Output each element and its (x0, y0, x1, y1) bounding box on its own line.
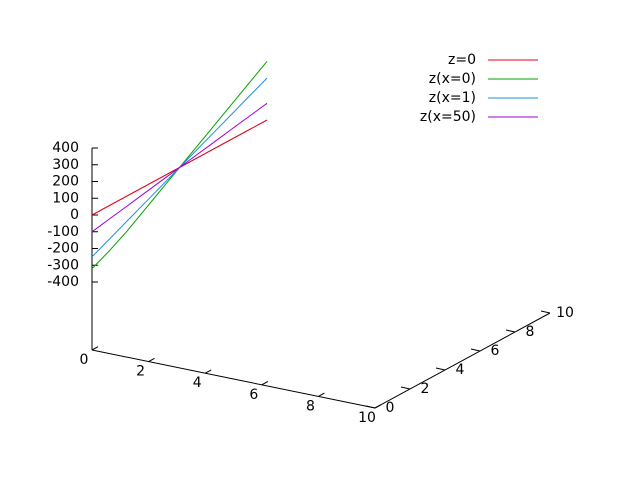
y-tick (400, 386, 411, 390)
x-tick-label: 6 (249, 387, 258, 403)
z-tick-label: 200 (52, 174, 79, 190)
z-tick-label: -100 (47, 224, 79, 240)
z-tick-label: -400 (47, 274, 79, 290)
z-tick-label: 100 (52, 190, 79, 206)
series-line (91, 102, 268, 233)
y-tick-label: 4 (456, 362, 465, 378)
y-tick (470, 348, 481, 352)
y-tick-label: 8 (526, 324, 535, 340)
x-tick-label: 10 (358, 410, 376, 426)
z-tick-label: -300 (47, 257, 79, 273)
z-tick-label: 400 (52, 140, 79, 156)
legend-label: z=0 (448, 52, 476, 68)
x-tick (374, 404, 382, 409)
y-tick-label: 10 (556, 305, 574, 321)
y-axis (374, 312, 551, 409)
x-tick-label: 8 (306, 398, 315, 414)
x-tick-label: 2 (136, 364, 145, 380)
y-tick-label: 0 (386, 400, 395, 416)
x-axis (91, 349, 376, 409)
x-tick (261, 381, 269, 386)
x-tick (318, 392, 325, 397)
x-tick (91, 346, 99, 351)
y-tick-label: 6 (491, 343, 500, 359)
y-tick (435, 367, 446, 371)
series-line (91, 61, 268, 269)
y-tick (365, 405, 376, 409)
x-tick-label: 4 (193, 375, 202, 391)
legend-label: z(x=50) (420, 109, 476, 125)
z-tick-label: 0 (70, 207, 79, 223)
x-tick (204, 369, 212, 374)
legend-label: z(x=1) (429, 90, 476, 106)
z-tick-label: 300 (52, 157, 79, 173)
x-tick (148, 357, 155, 363)
legend-label: z(x=0) (429, 71, 476, 87)
y-tick (540, 310, 551, 314)
y-tick (505, 329, 516, 333)
y-tick-label: 2 (421, 381, 430, 397)
z-tick-label: -200 (47, 241, 79, 257)
x-tick-label: 0 (80, 352, 89, 368)
